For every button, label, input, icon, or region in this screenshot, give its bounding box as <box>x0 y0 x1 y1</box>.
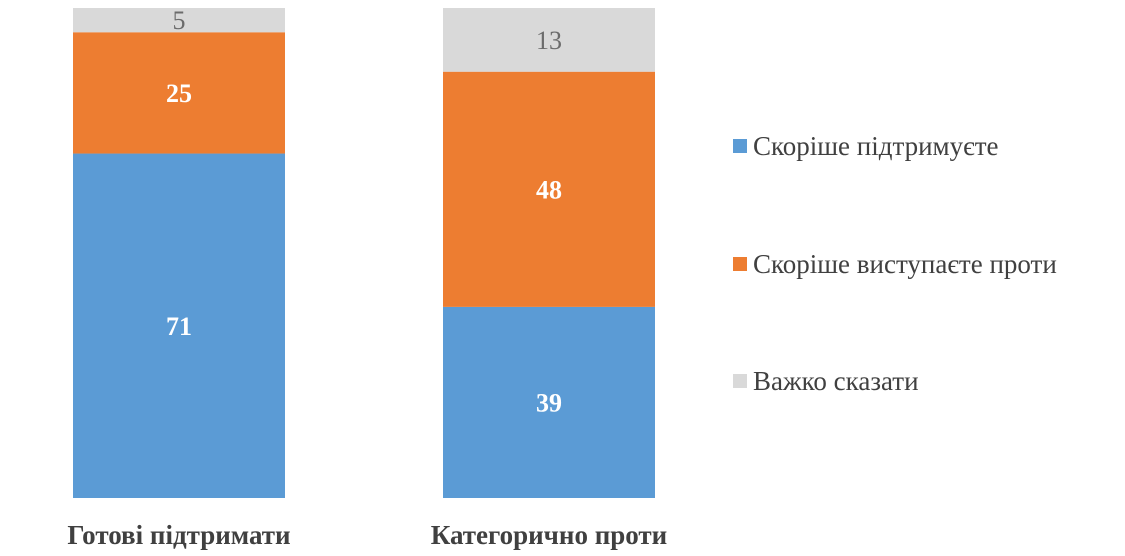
legend-label-1: Скоріше виступаєте проти <box>753 249 1057 279</box>
bar-segment-0-1 <box>73 32 285 154</box>
data-label-1-0: 39 <box>536 388 562 417</box>
data-label-0-0: 71 <box>166 312 192 341</box>
data-label-1-1: 48 <box>536 175 562 204</box>
legend-label-0: Скоріше підтримуєте <box>753 131 999 161</box>
data-labels-group: 71 25 5 39 48 13 <box>166 6 562 417</box>
bar-segment-0-2 <box>73 8 285 33</box>
category-label-0: Готові підтримати <box>67 520 290 550</box>
data-label-0-1: 25 <box>166 79 192 108</box>
bar-segment-1-1 <box>443 71 655 307</box>
data-label-0-2: 5 <box>173 6 186 35</box>
category-label-1: Категорично проти <box>431 520 668 550</box>
bar-segment-0-0 <box>73 153 285 498</box>
legend-label-2: Важко сказати <box>753 366 919 396</box>
bar-segment-1-0 <box>443 306 655 498</box>
legend-swatch-2 <box>733 374 747 388</box>
legend: Скоріше підтримуєте Скоріше виступаєте пр… <box>733 131 1057 396</box>
legend-swatch-0 <box>733 139 747 153</box>
bar-segment-1-2 <box>443 8 655 72</box>
bars-group <box>73 8 655 498</box>
category-labels-group: Готові підтримати Категорично проти <box>67 520 667 550</box>
data-label-1-2: 13 <box>536 26 562 55</box>
legend-swatch-1 <box>733 257 747 271</box>
